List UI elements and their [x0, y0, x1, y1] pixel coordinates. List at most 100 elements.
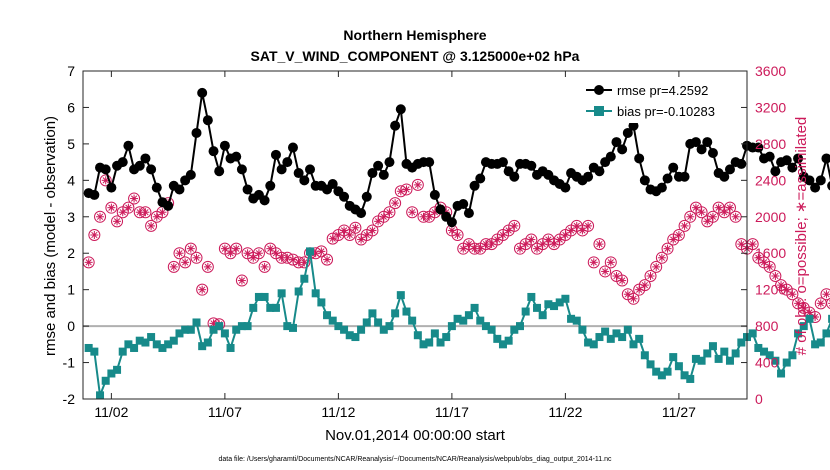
asterisk-stroke	[323, 256, 331, 263]
assimilated-obs-marker	[396, 187, 405, 196]
bias-point	[464, 311, 473, 320]
asterisk-stroke	[601, 268, 609, 275]
possible-obs-marker	[173, 247, 186, 260]
rmse-point	[764, 151, 775, 162]
asterisk-stroke	[221, 245, 229, 252]
possible-obs-marker	[763, 260, 776, 273]
bias-point	[334, 322, 343, 331]
bias-point	[487, 325, 496, 334]
possible-obs-marker	[593, 238, 606, 251]
bias-point	[720, 347, 729, 356]
data-file-footer: data file: /Users/gharamti/Documents/NCA…	[218, 456, 612, 463]
assimilated-obs-marker	[737, 240, 746, 249]
asterisk-stroke	[573, 222, 580, 230]
y-right-tick-label: 800	[755, 318, 779, 334]
bias-point	[498, 340, 507, 349]
x-tick-label: 11/07	[208, 404, 242, 420]
asterisk-stroke	[340, 227, 348, 234]
possible-obs-marker	[196, 283, 209, 296]
bias-point	[555, 298, 564, 307]
assimilated-obs-marker	[731, 212, 740, 221]
rmse-point	[117, 157, 128, 168]
rmse-point	[361, 191, 372, 202]
rmse-point	[594, 166, 605, 177]
bias-point	[311, 289, 320, 298]
bias-point	[113, 365, 122, 374]
possible-obs-marker	[655, 251, 668, 264]
assimilated-obs-marker	[198, 285, 207, 294]
asterisk-stroke	[528, 236, 535, 243]
legend-box	[582, 77, 740, 123]
assimilated-obs-marker	[368, 226, 377, 235]
chart-title: Northern Hemisphere	[343, 27, 486, 43]
asterisk-stroke	[641, 281, 648, 289]
possible-obs-marker	[638, 279, 651, 292]
assimilated-obs-marker	[816, 299, 825, 308]
asterisk-stroke	[675, 231, 683, 239]
possible-obs-marker	[184, 242, 197, 255]
possible-obs-marker	[111, 215, 124, 228]
bias-point	[788, 351, 797, 360]
assimilated-obs-marker	[748, 240, 757, 249]
asterisk-stroke	[170, 263, 177, 271]
asterisk-stroke	[113, 218, 121, 225]
rmse-point	[526, 160, 537, 171]
bias-point	[799, 322, 808, 331]
bias-point	[725, 356, 734, 365]
possible-obs-marker	[451, 229, 464, 241]
asterisk-stroke	[618, 277, 626, 284]
assimilated-obs-marker	[799, 303, 808, 312]
rmse-point	[163, 200, 174, 211]
bias-point	[288, 323, 297, 332]
possible-obs-marker	[383, 206, 396, 219]
assimilated-obs-marker	[504, 226, 513, 235]
assimilated-obs-marker	[538, 240, 547, 249]
asterisk-stroke	[227, 250, 234, 257]
asterisk-stroke	[159, 209, 166, 216]
asterisk-stroke	[539, 240, 546, 248]
asterisk-stroke	[346, 231, 353, 239]
bias-point	[226, 343, 235, 352]
asterisk-stroke	[550, 240, 558, 248]
bias-point	[811, 340, 820, 349]
assimilated-obs-marker	[249, 253, 258, 262]
rmse-point	[202, 115, 213, 126]
assimilated-obs-marker	[385, 208, 394, 217]
bias-point	[674, 362, 683, 371]
asterisk-stroke	[726, 204, 734, 211]
assimilated-obs-marker	[652, 262, 661, 271]
y-tick-label: 5	[67, 136, 75, 152]
asterisk-stroke	[511, 222, 518, 230]
rmse-point	[259, 195, 270, 206]
possible-obs-marker	[627, 292, 640, 305]
asterisk-stroke	[119, 209, 126, 216]
y-tick-label: 0	[67, 318, 75, 334]
assimilated-obs-marker	[550, 240, 559, 249]
assimilated-obs-marker	[175, 249, 184, 258]
rmse-point	[282, 157, 293, 168]
bias-point	[135, 336, 144, 345]
y-tick-label: 1	[67, 282, 75, 298]
assimilated-obs-marker	[555, 235, 564, 244]
assimilated-obs-marker	[340, 226, 349, 235]
x-tick-label: 11/17	[435, 404, 469, 420]
y-tick-label: -1	[63, 355, 76, 371]
legend-rmse-marker	[594, 85, 604, 95]
asterisk-stroke	[363, 231, 370, 239]
asterisk-stroke	[153, 213, 160, 220]
assimilated-obs-marker	[561, 231, 570, 239]
assimilated-obs-marker	[680, 221, 689, 230]
assimilated-obs-marker	[572, 221, 581, 230]
bias-point	[578, 325, 587, 334]
assimilated-obs-marker	[357, 235, 366, 244]
rmse-point	[299, 175, 310, 186]
rmse-point	[424, 157, 435, 168]
rmse-point	[634, 153, 645, 164]
possible-obs-marker	[366, 224, 379, 237]
asterisk-stroke	[238, 277, 246, 284]
asterisk-stroke	[199, 286, 206, 293]
asterisk-stroke	[295, 259, 302, 266]
assimilated-obs-marker	[90, 231, 99, 239]
bias-point	[328, 316, 337, 325]
